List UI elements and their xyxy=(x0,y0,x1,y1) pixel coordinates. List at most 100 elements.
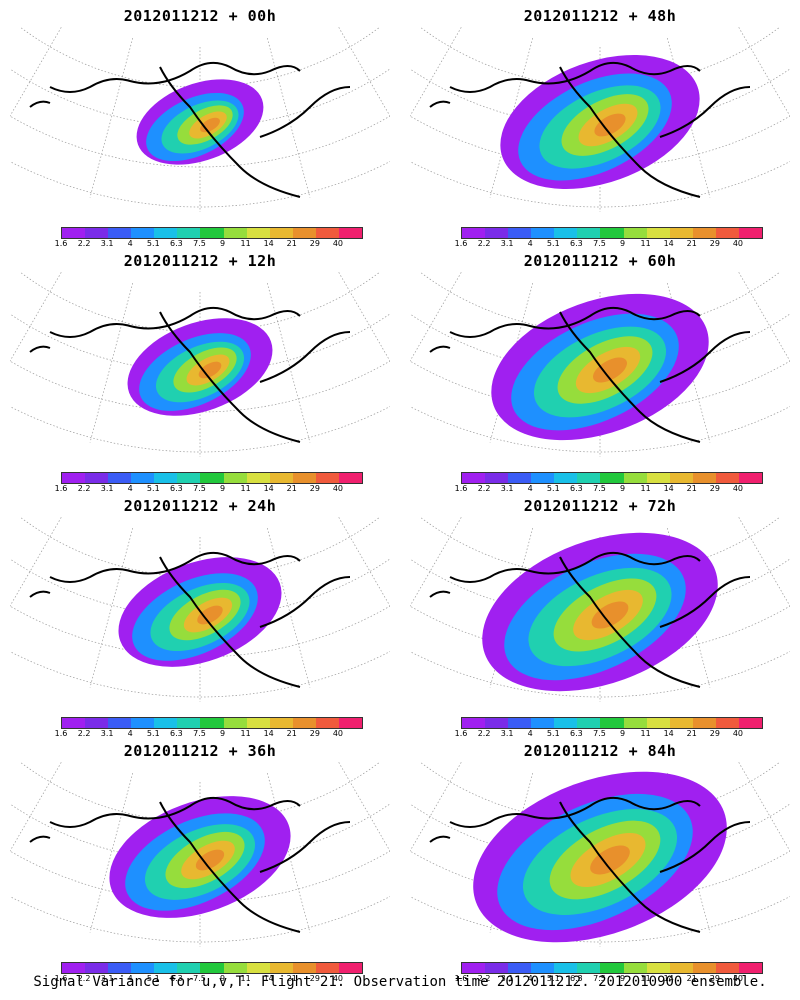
colorbar-segment xyxy=(223,473,247,483)
colorbar-tick-label: 21 xyxy=(686,484,697,493)
colorbar-segment xyxy=(715,963,739,973)
colorbar-segment xyxy=(554,228,578,238)
colorbar-segment xyxy=(108,963,132,973)
forecast-panel: 2012011212 + 36h 1.6 2.2 3.1 4 5.1 6.3 7.5 9 11 14… xyxy=(0,740,400,985)
colorbar-segment xyxy=(554,718,578,728)
colorbar-segment xyxy=(85,473,109,483)
variance-map xyxy=(410,272,790,457)
variance-map xyxy=(10,272,390,457)
variance-contour-5 xyxy=(195,849,225,871)
colorbar-tick-label: 3.1 xyxy=(500,729,514,738)
colorbar-segment xyxy=(623,718,647,728)
colorbar-tick-label: 9 xyxy=(219,729,226,738)
colorbar-ticks: 1.6 2.2 3.1 4 5.1 6.3 7.5 9 11 14 21 29 40 xyxy=(55,729,363,741)
colorbar-segment xyxy=(715,228,739,238)
colorbar-segment xyxy=(200,718,224,728)
colorbar-segment xyxy=(315,718,339,728)
colorbar-tick-label: 6.3 xyxy=(170,729,183,738)
colorbar-segment xyxy=(269,228,293,238)
colorbar-tick-label: 1.6 xyxy=(54,239,68,248)
colorbar-ticks: 1.6 2.2 3.1 4 5.1 6.3 7.5 9 11 14 21 29 40 xyxy=(55,239,363,251)
colorbar-tick-label: 2.2 xyxy=(477,484,491,493)
colorbar-segment xyxy=(508,228,532,238)
forecast-panel: 2012011212 + 24h 1.6 2.2 3.1 4 5.1 6.3 7.5 9 11 14… xyxy=(0,495,400,740)
colorbar-tick-label: 29 xyxy=(309,484,320,493)
colorbar-segment xyxy=(246,473,270,483)
colorbar-ticks: 1.6 2.2 3.1 4 5.1 6.3 7.5 9 11 14 21 29 40 xyxy=(455,974,763,986)
colorbar-segment xyxy=(485,228,509,238)
colorbar xyxy=(461,962,763,974)
colorbar-segment xyxy=(715,718,739,728)
panel-title: 2012011212 + 48h xyxy=(523,7,677,25)
colorbar-tick-label: 40 xyxy=(332,239,344,248)
colorbar-segment xyxy=(154,473,178,483)
colorbar-segment xyxy=(177,718,201,728)
colorbar-tick-label: 21 xyxy=(286,484,297,493)
colorbar-tick-label: 1.6 xyxy=(54,974,68,983)
colorbar-tick-label: 40 xyxy=(732,729,744,738)
colorbar-tick-label: 5.1 xyxy=(546,484,560,493)
colorbar-segment xyxy=(531,963,555,973)
colorbar-segment xyxy=(669,473,693,483)
colorbar-segment xyxy=(292,718,316,728)
colorbar-segment xyxy=(623,228,647,238)
coastline xyxy=(29,796,351,933)
colorbar-segment xyxy=(669,963,693,973)
figure-caption: Signal Variance for u,v,T. Flight 21. Ob… xyxy=(33,974,767,990)
colorbar-tick-label: 7.5 xyxy=(593,239,606,248)
colorbar-segment xyxy=(62,228,86,238)
coastline xyxy=(29,551,351,688)
colorbar-segment xyxy=(531,228,555,238)
colorbar-tick-label: 5.1 xyxy=(146,974,160,983)
colorbar-tick-label: 6.3 xyxy=(170,239,183,248)
colorbar xyxy=(61,717,363,729)
colorbar-segment xyxy=(85,228,109,238)
colorbar-tick-label: 21 xyxy=(286,729,297,738)
colorbar-tick-label: 29 xyxy=(309,239,320,248)
colorbar xyxy=(61,472,363,484)
colorbar-segment xyxy=(669,228,693,238)
variance-map xyxy=(410,27,790,212)
colorbar-segment xyxy=(508,473,532,483)
colorbar-segment xyxy=(508,963,532,973)
colorbar-tick-label: 7.5 xyxy=(193,484,206,493)
colorbar-segment xyxy=(338,963,363,973)
colorbar-segment xyxy=(200,473,224,483)
colorbar-tick-label: 4 xyxy=(127,239,133,248)
colorbar-segment xyxy=(646,228,670,238)
colorbar-tick-label: 1.6 xyxy=(454,239,468,248)
colorbar-segment xyxy=(600,473,624,483)
colorbar-segment xyxy=(738,473,763,483)
variance-contour-5 xyxy=(197,605,223,625)
colorbar-tick-label: 40 xyxy=(332,974,344,983)
variance-contour-5 xyxy=(593,357,627,383)
colorbar-segment xyxy=(715,473,739,483)
variance-map xyxy=(410,517,790,702)
colorbar-tick-label: 21 xyxy=(286,974,297,983)
colorbar-tick-label: 7.5 xyxy=(193,729,206,738)
colorbar-tick-label: 3.1 xyxy=(100,484,114,493)
colorbar-tick-label: 11 xyxy=(240,729,251,738)
colorbar-tick-label: 4 xyxy=(527,484,533,493)
colorbar-segment xyxy=(177,228,201,238)
variance-contour-5 xyxy=(591,601,629,629)
colorbar xyxy=(61,962,363,974)
colorbar-segment xyxy=(62,718,86,728)
colorbar-tick-label: 9 xyxy=(619,484,626,493)
colorbar-tick-label: 9 xyxy=(619,974,626,983)
colorbar-segment xyxy=(623,473,647,483)
colorbar-tick-label: 11 xyxy=(240,484,251,493)
colorbar-tick-label: 1.6 xyxy=(54,729,68,738)
colorbar-segment xyxy=(269,473,293,483)
colorbar-segment xyxy=(223,963,247,973)
colorbar-segment xyxy=(554,473,578,483)
colorbar-segment xyxy=(462,963,486,973)
colorbar-tick-label: 14 xyxy=(263,974,274,983)
forecast-panel: 2012011212 + 12h 1.6 2.2 3.1 4 5.1 6.3 7.5 9 11 14… xyxy=(0,250,400,495)
colorbar-tick-label: 14 xyxy=(663,484,674,493)
colorbar-tick-label: 5.1 xyxy=(146,729,160,738)
colorbar-tick-label: 14 xyxy=(263,484,274,493)
colorbar-ticks: 1.6 2.2 3.1 4 5.1 6.3 7.5 9 11 14 21 29 40 xyxy=(455,239,763,251)
colorbar-tick-label: 9 xyxy=(219,974,226,983)
colorbar-segment xyxy=(646,473,670,483)
